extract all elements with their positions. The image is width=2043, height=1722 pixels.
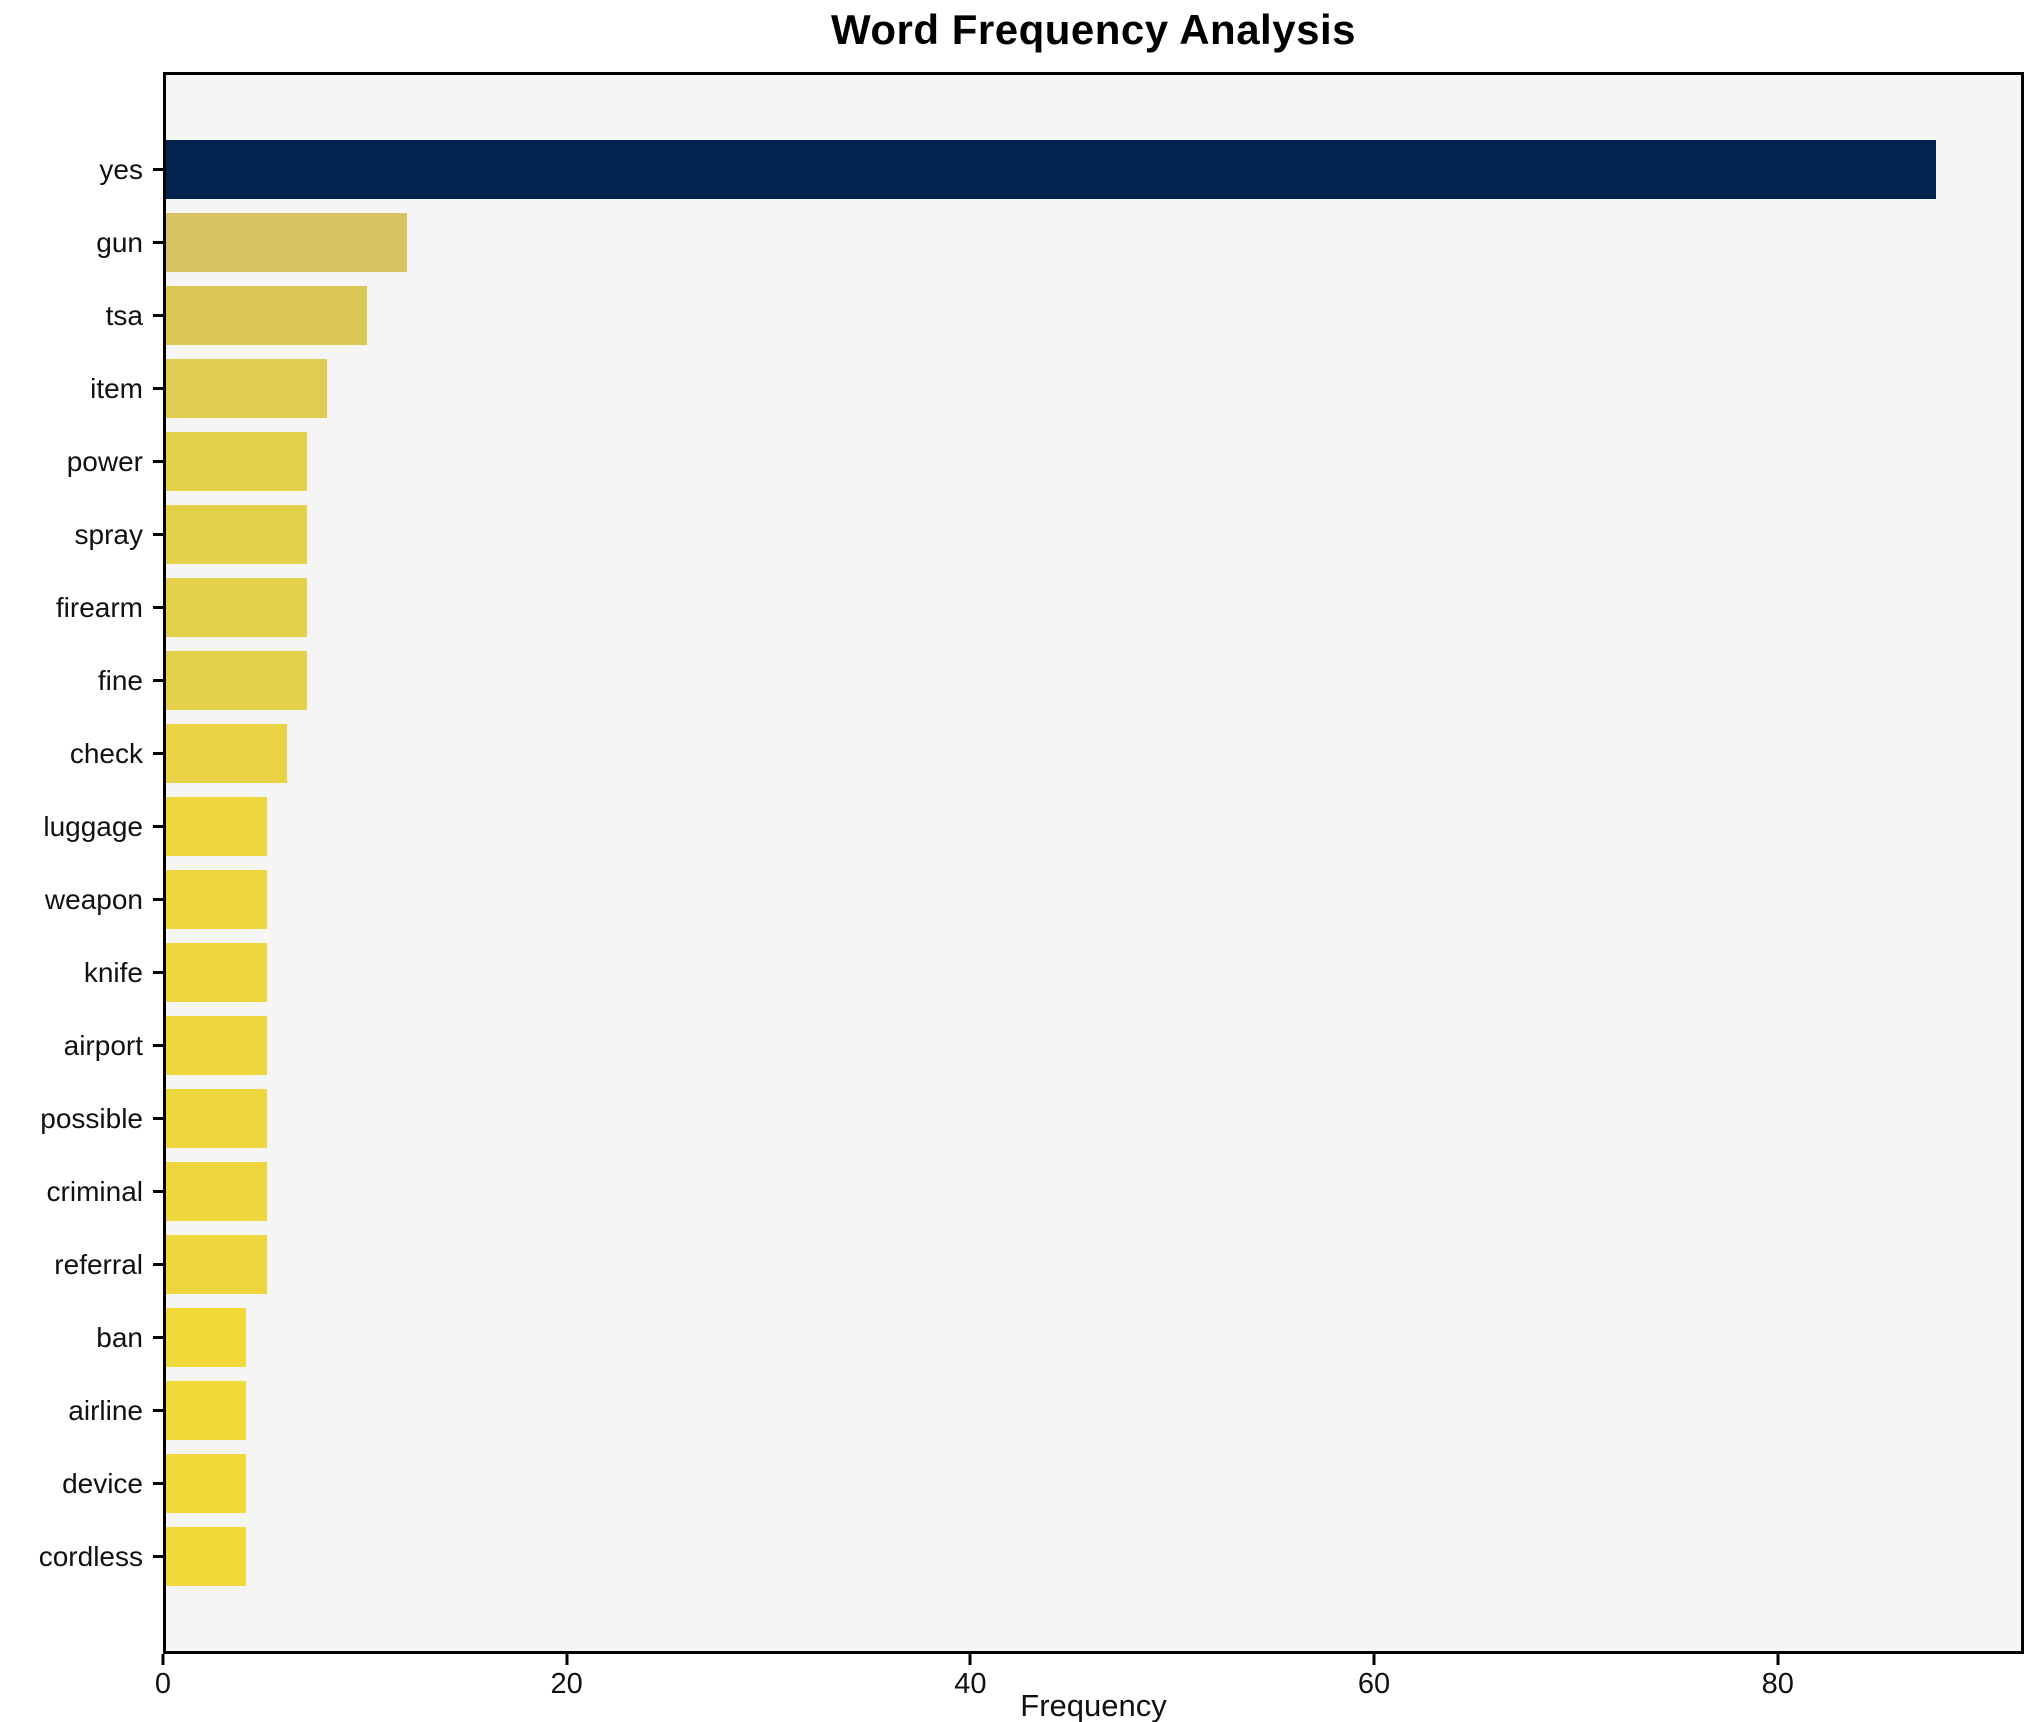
y-axis-label: airport	[63, 1029, 143, 1061]
y-axis-label: item	[90, 372, 143, 404]
y-axis-label: tsa	[105, 299, 143, 331]
y-tick-mark	[153, 314, 166, 317]
bar-row: knife	[84, 936, 2021, 1009]
bar	[166, 723, 287, 784]
y-tick-mark	[153, 1482, 166, 1485]
bar-row: criminal	[47, 1155, 2021, 1228]
y-tick-mark	[153, 1190, 166, 1193]
y-axis-label: cordless	[38, 1540, 143, 1572]
bar-row: cordless	[39, 1520, 2021, 1593]
bar	[166, 577, 307, 638]
x-tick-label: 20	[550, 1668, 583, 1700]
bar-row: spray	[75, 498, 2021, 571]
bar	[166, 1380, 247, 1441]
y-tick-mark	[153, 606, 166, 609]
y-tick-mark	[153, 241, 166, 244]
bar	[166, 1453, 247, 1514]
x-tick-mark	[161, 1654, 165, 1665]
bar-row: check	[70, 717, 2021, 790]
x-tick-mark	[1776, 1654, 1780, 1665]
y-tick-mark	[153, 1044, 166, 1047]
bar	[166, 1161, 267, 1222]
bar-row: weapon	[45, 863, 2021, 936]
y-axis-label: power	[66, 445, 143, 477]
bar	[166, 796, 267, 857]
y-tick-mark	[153, 460, 166, 463]
bar-row: tsa	[106, 279, 2021, 352]
y-axis-label: firearm	[55, 591, 143, 623]
bar-row: power	[67, 425, 2021, 498]
bar	[166, 358, 327, 419]
y-tick-mark	[153, 533, 166, 536]
bar-row: gun	[96, 206, 2021, 279]
bar-row: firearm	[56, 571, 2021, 644]
y-axis-label: check	[69, 737, 143, 769]
bar-rows: yes gun tsa item power spray firearm fine check l…	[39, 133, 2021, 1593]
bar	[166, 1234, 267, 1295]
x-axis-title: Frequency	[1020, 1688, 1167, 1722]
y-tick-mark	[153, 679, 166, 682]
bar	[166, 942, 267, 1003]
y-tick-mark	[153, 387, 166, 390]
y-axis-label: yes	[99, 153, 143, 185]
bar	[166, 650, 307, 711]
x-tick-label: 80	[1761, 1668, 1794, 1700]
bar-row: possible	[40, 1082, 2021, 1155]
y-axis-label: gun	[96, 226, 143, 258]
x-tick-mark	[968, 1654, 972, 1665]
x-tick-label: 60	[1357, 1668, 1391, 1700]
bar	[166, 431, 307, 492]
bar	[166, 285, 368, 346]
bar	[166, 1088, 267, 1149]
y-axis-label: criminal	[46, 1175, 143, 1207]
y-tick-mark	[153, 168, 166, 171]
bar	[166, 1307, 247, 1368]
x-tick-label: 0	[154, 1668, 172, 1700]
bar-row: device	[62, 1447, 2021, 1520]
y-axis-label: airline	[68, 1394, 143, 1426]
bar	[166, 139, 1937, 200]
bar-row: yes	[99, 133, 2021, 206]
y-axis-label: device	[62, 1467, 143, 1499]
bar	[166, 504, 307, 565]
y-axis-label: spray	[74, 518, 143, 550]
y-tick-mark	[153, 1117, 166, 1120]
bar-row: luggage	[43, 790, 2021, 863]
y-axis-label: luggage	[43, 810, 143, 842]
bar-row: airline	[68, 1374, 2021, 1447]
y-tick-mark	[153, 1336, 166, 1339]
y-axis-label: possible	[40, 1102, 143, 1134]
y-axis-label: referral	[54, 1248, 143, 1280]
x-tick-mark	[1372, 1654, 1376, 1665]
y-tick-mark	[153, 752, 166, 755]
bar	[166, 1526, 247, 1587]
y-axis-label: fine	[97, 664, 143, 696]
y-axis-label: weapon	[44, 883, 143, 915]
y-tick-mark	[153, 971, 166, 974]
y-tick-mark	[153, 1263, 166, 1266]
y-tick-mark	[153, 825, 166, 828]
x-axis: 0 20 40 60 80	[155, 1654, 2024, 1714]
bar	[166, 869, 267, 930]
y-tick-mark	[153, 898, 166, 901]
bar	[166, 1015, 267, 1076]
bar-row: referral	[54, 1228, 2021, 1301]
y-axis-label: knife	[83, 956, 143, 988]
bar	[166, 212, 408, 273]
bar-row: item	[90, 352, 2021, 425]
y-tick-mark	[153, 1555, 166, 1558]
plot-area: yes gun tsa item power spray firearm fine check l…	[39, 72, 2024, 1654]
bar-row: airport	[64, 1009, 2021, 1082]
y-axis-label: ban	[96, 1321, 143, 1353]
bar-row: fine	[98, 644, 2021, 717]
chart-title: Word Frequency Analysis	[831, 6, 1356, 53]
x-tick-label: 40	[954, 1668, 987, 1700]
x-tick-mark	[565, 1654, 569, 1665]
bar-row: ban	[96, 1301, 2021, 1374]
y-tick-mark	[153, 1409, 166, 1412]
